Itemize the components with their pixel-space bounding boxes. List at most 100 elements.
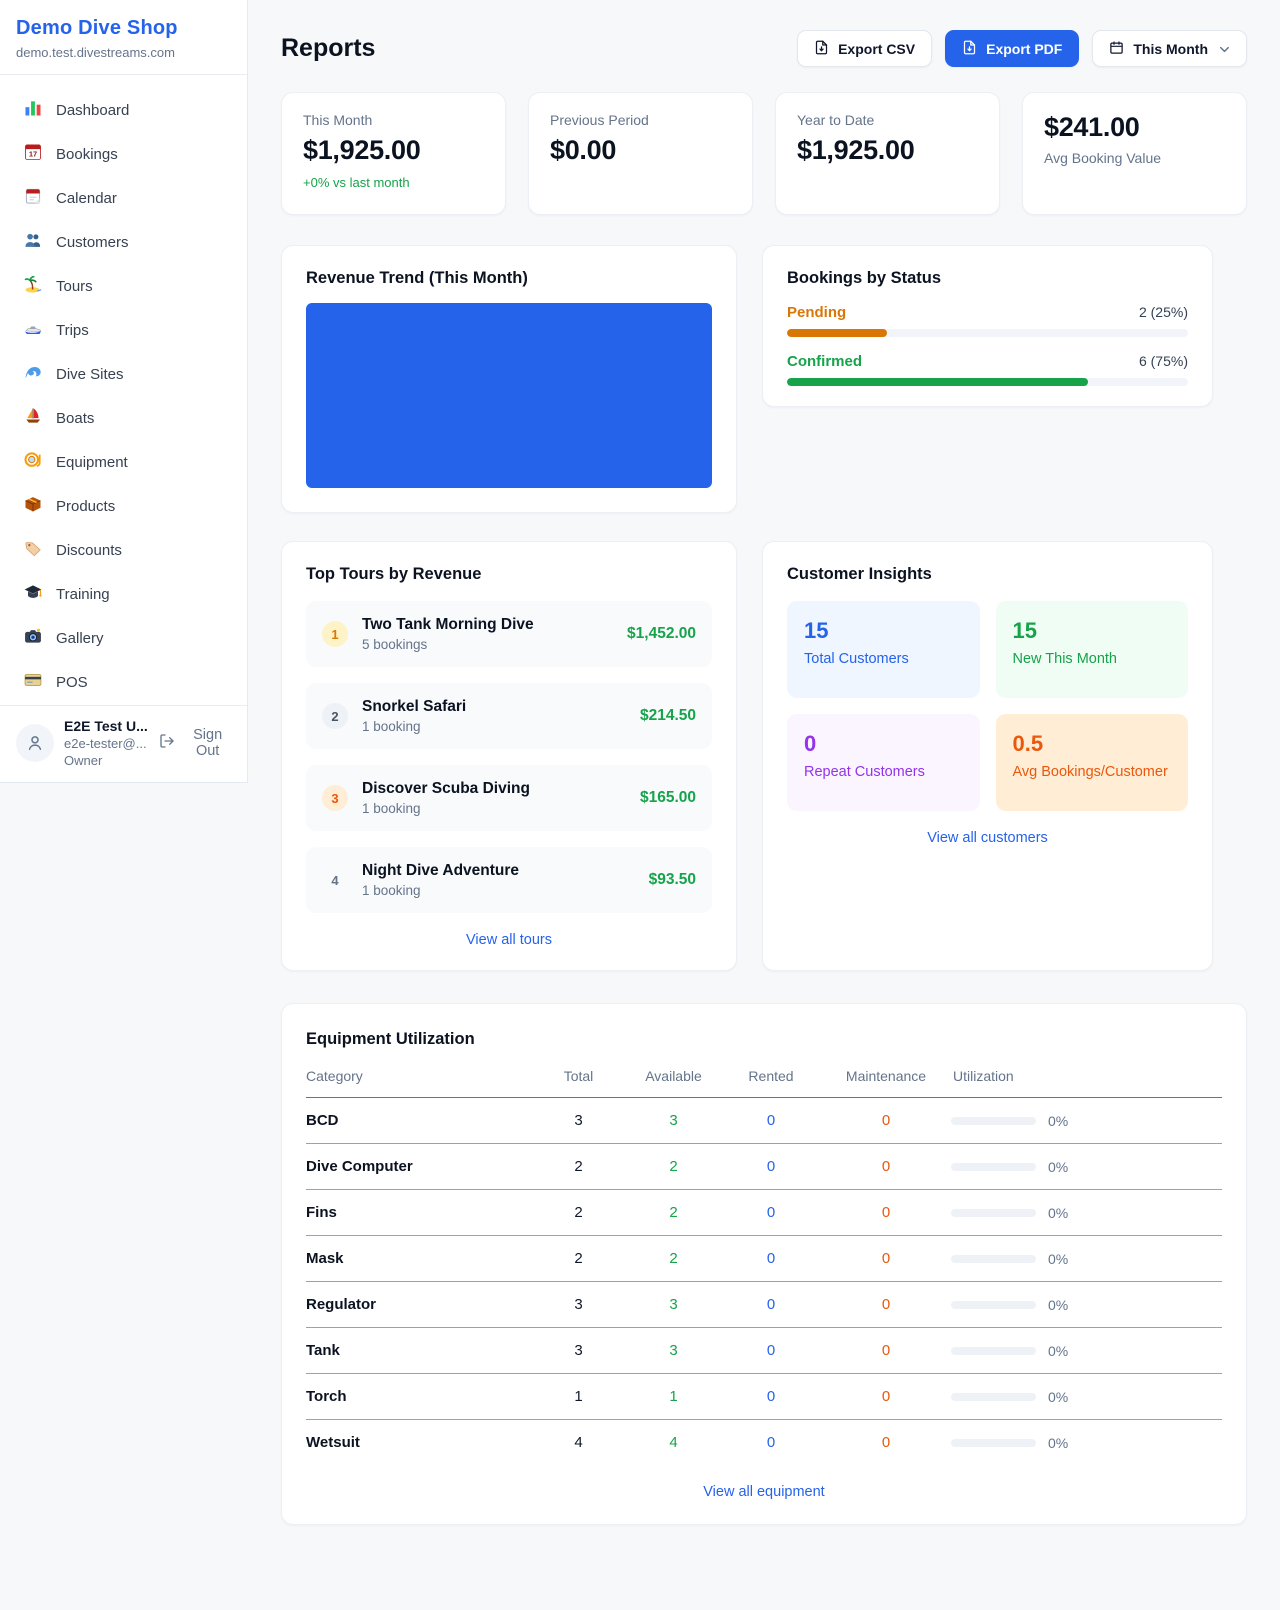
revenue-trend-title: Revenue Trend (This Month) (306, 269, 528, 287)
insight-value: 0.5 (1012, 731, 1044, 756)
insight-label: Avg Bookings/Customer (1012, 764, 1168, 780)
sidebar-item-label: Tours (56, 277, 93, 295)
file-download-icon (962, 40, 977, 58)
insight-value: 15 (1012, 618, 1037, 643)
revenue-trend-chart (306, 303, 712, 488)
period-dropdown[interactable]: This Month (1092, 30, 1247, 67)
progress-track (787, 329, 1188, 337)
progress-fill (787, 378, 1088, 386)
calendar-icon (1109, 40, 1124, 58)
export-csv-button[interactable]: Export CSV (797, 30, 933, 67)
credit-card-icon (23, 670, 43, 694)
sidebar-item-products[interactable]: Products (12, 484, 235, 528)
tour-row: 4 Night Dive Adventure 1 booking $93.50 (306, 847, 712, 913)
main-content: Reports Export CSV Export PDF This Month… (248, 0, 1280, 1610)
table-row: Tank 3 3 0 0 0% (306, 1327, 1222, 1374)
tour-row: 3 Discover Scuba Diving 1 booking $165.0… (306, 765, 712, 831)
table-row: Mask 2 2 0 0 0% (306, 1235, 1222, 1282)
table-row: Regulator 3 3 0 0 0% (306, 1281, 1222, 1328)
view-all-equipment-link[interactable]: View all equipment (703, 1484, 825, 1500)
status-label: Pending (787, 304, 847, 321)
sidebar-item-pos[interactable]: POS (12, 660, 235, 704)
customer-insights-title: Customer Insights (787, 565, 932, 583)
column-header-maintenance: Maintenance (821, 1068, 951, 1098)
rank-badge: 3 (322, 785, 348, 811)
avatar (16, 724, 54, 762)
sign-out-button[interactable]: Sign Out (159, 727, 233, 759)
insight-value: 15 (804, 618, 829, 643)
stat-label: Avg Booking Value (1044, 150, 1162, 166)
sidebar-item-dive-sites[interactable]: Dive Sites (12, 352, 235, 396)
people-icon (23, 230, 43, 254)
bookings-by-status-title: Bookings by Status (787, 269, 942, 287)
revenue-trend-card: Revenue Trend (This Month) (281, 245, 737, 513)
sidebar-item-trips[interactable]: Trips (12, 308, 235, 352)
stat-card-previous-period: Previous Period $0.00 (528, 92, 753, 215)
chevron-down-icon (1217, 42, 1230, 55)
view-all-customers-link[interactable]: View all customers (927, 830, 1048, 846)
camera-icon (23, 626, 43, 650)
progress-fill (787, 329, 888, 337)
calendar-17-icon: 17 (23, 142, 43, 166)
graduation-cap-icon (23, 582, 43, 606)
sidebar-item-bookings[interactable]: 17 Bookings (12, 132, 235, 176)
view-all-tours-link[interactable]: View all tours (466, 932, 552, 948)
tour-revenue: $1,452.00 (627, 625, 696, 642)
stat-label: Previous Period (550, 112, 649, 128)
tour-name: Night Dive Adventure (362, 862, 520, 879)
sidebar-item-dashboard[interactable]: Dashboard (12, 88, 235, 132)
status-value: 2 (25%) (1138, 304, 1188, 320)
sidebar-item-boats[interactable]: Boats (12, 396, 235, 440)
insight-label: Total Customers (804, 651, 909, 667)
sidebar-item-training[interactable]: Training (12, 572, 235, 616)
sidebar-item-discounts[interactable]: Discounts (12, 528, 235, 572)
user-section: E2E Test U... e2e-tester@... Owner Sign … (0, 705, 247, 782)
sidebar-item-label: Customers (56, 233, 129, 251)
stat-card-avg-booking-value: $241.00 Avg Booking Value (1022, 92, 1247, 215)
utilization-bar (951, 1346, 1036, 1355)
column-header-rented: Rented (721, 1068, 821, 1098)
sidebar-item-label: Discounts (56, 541, 122, 559)
sidebar-item-equipment[interactable]: Equipment (12, 440, 235, 484)
customer-insights-card: Customer Insights 15 Total Customers 15 … (762, 541, 1213, 971)
sidebar-item-customers[interactable]: Customers (12, 220, 235, 264)
tour-row: 2 Snorkel Safari 1 booking $214.50 (306, 683, 712, 749)
tour-bookings: 1 booking (362, 883, 421, 898)
sidebar-item-label: Dive Sites (56, 365, 124, 383)
sidebar-item-tours[interactable]: Tours (12, 264, 235, 308)
rank-badge: 1 (322, 621, 348, 647)
utilization-bar (951, 1392, 1036, 1401)
export-pdf-button[interactable]: Export PDF (945, 30, 1080, 67)
utilization-bar (951, 1162, 1036, 1171)
utilization-bar (951, 1208, 1036, 1217)
stat-value: $1,925.00 (303, 135, 421, 165)
sidebar-item-label: Calendar (56, 189, 117, 207)
tour-revenue: $214.50 (639, 707, 696, 724)
status-value: 6 (75%) (1138, 353, 1188, 369)
utilization-bar (951, 1438, 1036, 1447)
rank-badge: 4 (331, 872, 339, 888)
insight-avg-bookings-per-customer: 0.5 Avg Bookings/Customer (995, 714, 1188, 811)
insight-new-this-month: 15 New This Month (995, 601, 1188, 698)
stat-delta: +0% vs last month (303, 175, 410, 190)
insight-total-customers: 15 Total Customers (787, 601, 980, 698)
tour-name: Two Tank Morning Dive (362, 616, 534, 633)
stat-label: Year to Date (797, 112, 875, 128)
status-row-confirmed: Confirmed 6 (75%) (787, 353, 1188, 386)
user-name: E2E Test U... (64, 718, 148, 734)
sidebar-item-label: Training (56, 585, 110, 603)
sidebar-item-label: Dashboard (56, 101, 130, 119)
utilization-bar (951, 1254, 1036, 1263)
file-download-icon (814, 40, 829, 58)
sidebar-item-calendar[interactable]: Calendar (12, 176, 235, 220)
sidebar-item-gallery[interactable]: Gallery (12, 616, 235, 660)
shop-header: Demo Dive Shop demo.test.divestreams.com (0, 0, 247, 75)
top-tours-title: Top Tours by Revenue (306, 565, 482, 583)
tour-bookings: 1 booking (362, 719, 421, 734)
tour-name: Discover Scuba Diving (362, 780, 530, 797)
table-row: BCD 3 3 0 0 0% (306, 1097, 1222, 1144)
package-icon (23, 494, 43, 518)
sidebar-item-label: Bookings (56, 145, 118, 163)
utilization-bar (951, 1300, 1036, 1309)
stat-value: $1,925.00 (797, 135, 915, 165)
